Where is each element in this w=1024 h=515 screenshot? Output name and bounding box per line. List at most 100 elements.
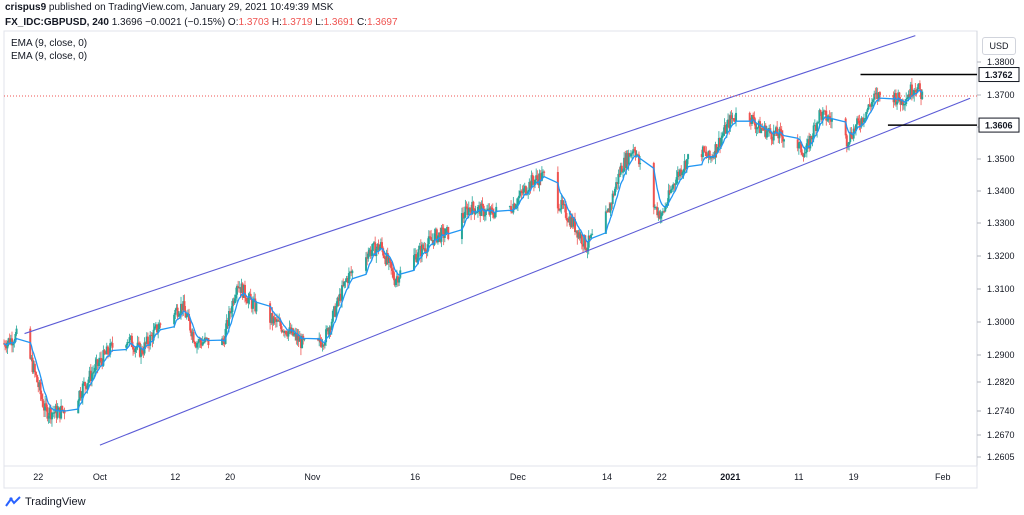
candle-body bbox=[53, 412, 56, 414]
candle-body bbox=[85, 386, 88, 389]
candle-body bbox=[730, 115, 733, 120]
candle-body bbox=[820, 112, 823, 120]
candle-body bbox=[578, 232, 581, 239]
candle-body bbox=[298, 338, 301, 342]
candle-body bbox=[369, 249, 372, 256]
currency-badge[interactable]: USD bbox=[982, 37, 1016, 55]
tradingview-brand[interactable]: TradingView bbox=[5, 496, 86, 508]
candle-body bbox=[255, 303, 258, 312]
level-label-box bbox=[978, 67, 1020, 83]
candle-body bbox=[800, 141, 803, 153]
candle-body bbox=[675, 177, 678, 184]
author-name[interactable]: crispus9 bbox=[5, 2, 47, 13]
price-change: −0.0021 (−0.15%) bbox=[145, 17, 226, 28]
candle-body bbox=[231, 300, 234, 313]
candle-body bbox=[444, 228, 447, 236]
candle-body bbox=[440, 227, 443, 242]
candle-body bbox=[564, 205, 567, 218]
candle-body bbox=[570, 217, 573, 227]
candle-body bbox=[367, 253, 370, 259]
candle-body bbox=[540, 172, 543, 181]
ema-indicator-label[interactable]: EMA (9, close, 0) bbox=[11, 51, 88, 62]
candle-body bbox=[325, 329, 328, 343]
candle-body bbox=[96, 359, 99, 367]
candle-body bbox=[719, 137, 722, 147]
brand-name: TradingView bbox=[25, 496, 86, 508]
candle-body bbox=[715, 144, 718, 153]
candle-body bbox=[134, 348, 137, 353]
candle-body bbox=[97, 362, 100, 367]
candle-body bbox=[390, 261, 393, 269]
candle-body bbox=[612, 193, 615, 196]
candle-body bbox=[571, 217, 574, 227]
candle-body bbox=[709, 157, 712, 159]
candle-body bbox=[12, 343, 15, 346]
channel-upper-line[interactable] bbox=[24, 35, 916, 335]
channel-lower-line[interactable] bbox=[99, 97, 971, 446]
candle-body bbox=[804, 152, 807, 154]
time-tick-label: Nov bbox=[304, 472, 321, 482]
candle-body bbox=[853, 128, 856, 131]
candle-body bbox=[756, 127, 759, 129]
low-value: 1.3691 bbox=[323, 17, 355, 28]
candle-body bbox=[563, 204, 566, 206]
candle-body bbox=[280, 326, 283, 332]
candle-body bbox=[914, 89, 917, 91]
candle-body bbox=[341, 285, 344, 301]
candle-body bbox=[522, 188, 525, 194]
candle-body bbox=[680, 169, 683, 176]
candle-body bbox=[378, 246, 381, 251]
candle-body bbox=[658, 211, 661, 219]
candle-body bbox=[42, 406, 45, 411]
candle-body bbox=[605, 211, 608, 213]
candle-body bbox=[177, 315, 180, 317]
candle-body bbox=[543, 171, 546, 173]
candle-body bbox=[223, 341, 226, 345]
candle-body bbox=[84, 382, 87, 387]
candle-body bbox=[199, 339, 202, 343]
candle-body bbox=[700, 154, 703, 158]
ema-line[interactable] bbox=[3, 89, 923, 413]
time-axis[interactable] bbox=[3, 465, 978, 489]
close-value: 1.3697 bbox=[366, 17, 398, 28]
candle-body bbox=[393, 278, 396, 286]
candle-body bbox=[106, 346, 109, 354]
price-tick-label: 1.3200 bbox=[987, 251, 1015, 261]
candle-body bbox=[317, 338, 320, 341]
candle-body bbox=[725, 124, 728, 134]
candle-body bbox=[824, 110, 827, 112]
candle-body bbox=[920, 89, 923, 99]
candle-body bbox=[36, 375, 39, 383]
candle-body bbox=[81, 383, 84, 398]
candle-body bbox=[478, 205, 481, 207]
candle-body bbox=[221, 338, 224, 346]
candle-body bbox=[676, 171, 679, 178]
candle-body bbox=[492, 214, 495, 218]
candle-body bbox=[633, 149, 636, 151]
candle-body bbox=[819, 110, 822, 113]
candle-body bbox=[652, 162, 655, 208]
candle-body bbox=[92, 372, 95, 374]
candle-body bbox=[347, 273, 350, 283]
candle-body bbox=[15, 328, 18, 335]
candle-body bbox=[673, 184, 676, 186]
candle-body bbox=[611, 193, 614, 204]
ema-indicator-label[interactable]: EMA (9, close, 0) bbox=[11, 38, 88, 49]
candle-body bbox=[381, 242, 384, 249]
candle-body bbox=[34, 371, 37, 376]
candle-body bbox=[159, 323, 162, 325]
candle-body bbox=[48, 407, 51, 416]
candle-body bbox=[782, 139, 785, 142]
candle-body bbox=[483, 215, 486, 217]
candle-body bbox=[243, 284, 246, 299]
candle-body bbox=[226, 320, 229, 327]
candle-body bbox=[291, 328, 294, 336]
candle-body bbox=[851, 137, 854, 139]
candle-body bbox=[656, 206, 659, 216]
plot-area[interactable] bbox=[3, 30, 978, 467]
candle-body bbox=[568, 216, 571, 223]
candle-body bbox=[181, 303, 184, 311]
candle-body bbox=[671, 188, 674, 190]
candle-body bbox=[186, 313, 189, 316]
